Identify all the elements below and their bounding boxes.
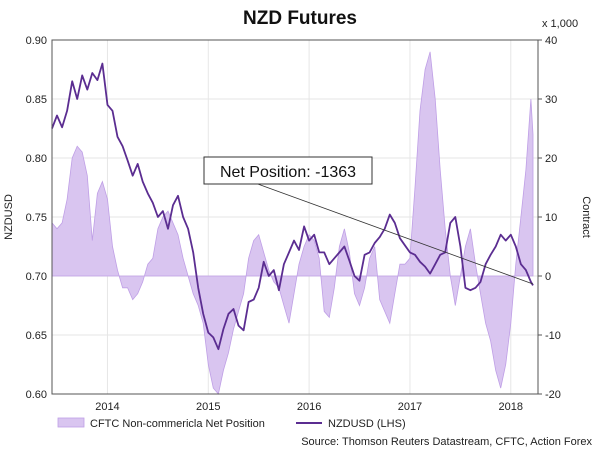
nzdusd-line-path xyxy=(51,62,534,351)
right-tick-label: 0 xyxy=(545,271,551,283)
left-axis-label: NZDUSD xyxy=(3,194,15,240)
x-tick-label: 2018 xyxy=(499,401,523,413)
left-tick-label: 0.75 xyxy=(26,212,47,224)
nzdusd-line xyxy=(51,62,534,351)
left-axis-ticks: 0.60 0.65 0.70 0.75 0.80 0.85 0.90 xyxy=(26,35,47,401)
net-position-callout: Net Position: -1363 xyxy=(203,156,534,285)
callout-text: Net Position: -1363 xyxy=(220,164,356,181)
x-tick-label: 2017 xyxy=(398,401,422,413)
x-tick-label: 2016 xyxy=(297,401,321,413)
left-tick-label: 0.70 xyxy=(26,271,47,283)
right-axis-ticks: -20 -10 0 10 20 30 40 xyxy=(538,35,561,401)
left-tick-label: 0.60 xyxy=(26,389,47,401)
x-tick-label: 2015 xyxy=(196,401,220,413)
legend-swatch-net-position xyxy=(57,417,85,428)
right-tick-label: 30 xyxy=(545,94,557,106)
legend-label-net-position: CFTC Non-commericla Net Position xyxy=(90,418,265,430)
right-tick-label: 20 xyxy=(545,153,557,165)
right-tick-label: 10 xyxy=(545,212,557,224)
right-axis-label: Contract xyxy=(580,196,592,238)
chart-title: NZD Futures xyxy=(243,8,357,29)
left-tick-label: 0.85 xyxy=(26,94,47,106)
source-note: Source: Thomson Reuters Datastream, CFTC… xyxy=(301,436,592,448)
x-axis-ticks: 2014 2015 2016 2017 2018 xyxy=(95,401,523,413)
net-position-area-path xyxy=(51,51,534,395)
net-position-area xyxy=(51,51,534,395)
right-tick-label: -10 xyxy=(545,330,561,342)
left-tick-label: 0.65 xyxy=(26,330,47,342)
grid xyxy=(52,39,538,395)
left-tick-label: 0.80 xyxy=(26,153,47,165)
x-tick-label: 2014 xyxy=(95,401,119,413)
left-tick-label: 0.90 xyxy=(26,35,47,47)
legend: CFTC Non-commericla Net Position NZDUSD … xyxy=(57,417,406,430)
legend-label-nzdusd: NZDUSD (LHS) xyxy=(328,418,406,430)
callout-leader-line xyxy=(254,182,534,285)
right-axis-multiplier: x 1,000 xyxy=(542,18,578,30)
right-tick-label: 40 xyxy=(545,35,557,47)
right-tick-label: -20 xyxy=(545,389,561,401)
callout-box xyxy=(203,156,373,185)
